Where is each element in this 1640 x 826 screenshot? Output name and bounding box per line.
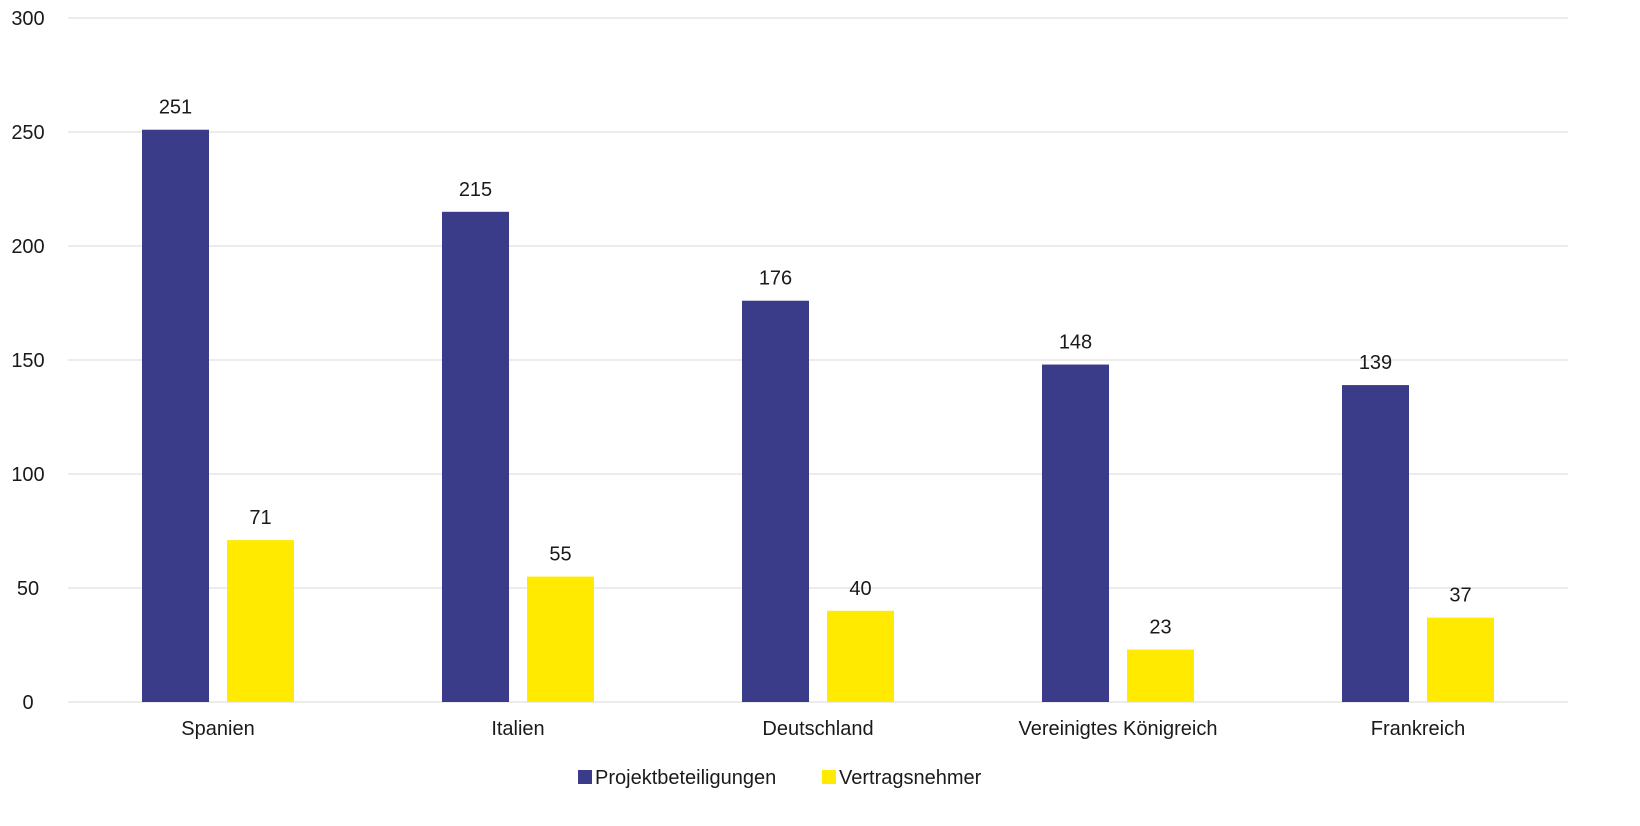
data-label-1-1: 55: [549, 544, 571, 566]
bar-projektbeteiligungen-0: [142, 129, 209, 703]
data-label-1-0: 71: [249, 507, 271, 529]
bar-projektbeteiligungen-4: [1342, 385, 1409, 702]
category-label-0: Spanien: [181, 718, 254, 740]
legend-item-vertragsnehmer-label: Vertragsnehmer: [839, 767, 982, 789]
legend-item-vertragsnehmer-swatch: [822, 770, 836, 784]
category-label-3: Vereinigtes Königreich: [1018, 718, 1217, 740]
y-tick-label-200: 200: [11, 236, 44, 258]
data-label-0-4: 139: [1359, 352, 1392, 374]
legend-item-projektbeteiligungen-label: Projektbeteiligungen: [595, 767, 776, 789]
y-tick-label-250: 250: [11, 122, 44, 144]
y-tick-label-300: 300: [11, 8, 44, 30]
y-tick-label-100: 100: [11, 464, 44, 486]
data-label-0-0: 251: [159, 97, 192, 119]
bar-vertragsnehmer-2: [827, 610, 894, 702]
bar-vertragsnehmer-0: [227, 540, 294, 702]
bar-projektbeteiligungen-2: [742, 300, 809, 702]
y-tick-label-50: 50: [17, 578, 39, 600]
data-labels: 251 71 215 55 176 40 148 23 139 37: [159, 97, 1472, 639]
bar-projektbeteiligungen-3: [1042, 364, 1109, 702]
category-label-4: Frankreich: [1371, 718, 1465, 740]
y-tick-label-150: 150: [11, 350, 44, 372]
bar-vertragsnehmer-3: [1127, 649, 1194, 702]
bar-vertragsnehmer-4: [1427, 617, 1494, 702]
category-label-2: Deutschland: [762, 718, 873, 740]
bar-projektbeteiligungen-1: [442, 211, 509, 703]
data-label-0-3: 148: [1059, 332, 1092, 354]
gridlines: [68, 17, 1568, 703]
legend-item-projektbeteiligungen-swatch: [578, 770, 592, 784]
y-tick-label-0: 0: [22, 692, 33, 714]
bar-vertragsnehmer-1: [527, 576, 594, 702]
data-label-1-2: 40: [849, 578, 871, 600]
data-label-1-4: 37: [1449, 585, 1471, 607]
category-label-1: Italien: [491, 718, 544, 740]
data-label-0-2: 176: [759, 268, 792, 290]
data-label-0-1: 215: [459, 179, 492, 201]
x-axis-category-labels: Spanien Italien Deutschland Vereinigtes Kön…: [181, 718, 1465, 740]
bars: [142, 129, 1494, 703]
legend: Projektbeteiligungen Vertragsnehmer: [578, 767, 982, 789]
y-axis-tick-labels: 0 50 100 150 200 250 300: [11, 8, 44, 714]
data-label-1-3: 23: [1149, 617, 1171, 639]
